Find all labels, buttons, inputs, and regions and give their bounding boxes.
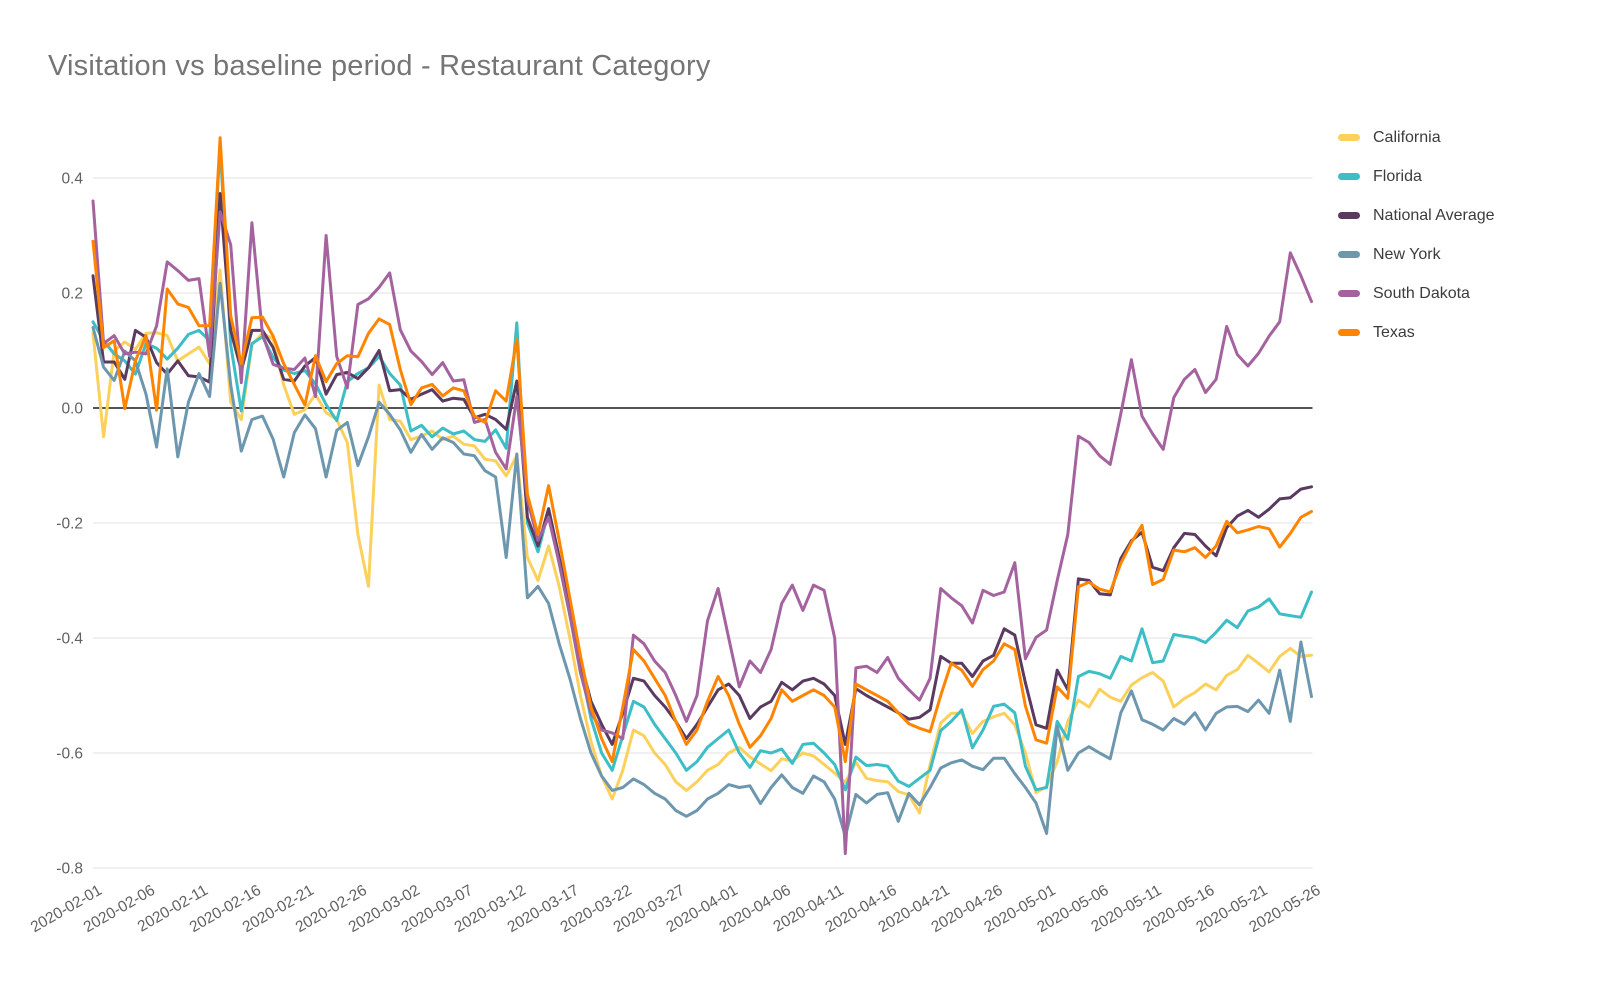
texas-swatch-icon: [1338, 329, 1360, 336]
legend-item-florida: Florida: [1338, 157, 1495, 196]
y-axis-tick-label: -0.8: [56, 861, 83, 878]
y-axis-tick-label: -0.4: [56, 631, 83, 648]
florida-swatch-icon: [1338, 173, 1360, 180]
south-dakota-swatch-icon: [1338, 290, 1360, 297]
chart-title: Visitation vs baseline period - Restaura…: [48, 50, 711, 82]
y-axis-tick-label: -0.6: [56, 746, 83, 763]
y-axis-tick-label: -0.2: [56, 516, 83, 533]
y-axis-tick-label: 0.2: [61, 286, 83, 303]
legend-label: Florida: [1373, 167, 1422, 185]
national-average-swatch-icon: [1338, 212, 1360, 219]
legend-label: South Dakota: [1373, 284, 1470, 302]
california-swatch-icon: [1338, 134, 1360, 141]
y-axis-tick-label: 0.0: [61, 401, 83, 418]
series-line-california: [91, 268, 1313, 815]
legend: California Florida National Average New …: [1338, 118, 1495, 352]
legend-label: New York: [1373, 245, 1441, 263]
series-line-new-york: [91, 281, 1313, 838]
series-line-florida: [91, 142, 1313, 792]
legend-label: National Average: [1373, 206, 1495, 224]
legend-item-new-york: New York: [1338, 235, 1495, 274]
y-axis-tick-label: 0.4: [61, 171, 83, 188]
series-line-south-dakota: [91, 199, 1313, 856]
legend-item-national-average: National Average: [1338, 196, 1495, 235]
legend-item-south-dakota: South Dakota: [1338, 274, 1495, 313]
legend-label: California: [1373, 128, 1441, 146]
legend-item-texas: Texas: [1338, 313, 1495, 352]
legend-label: Texas: [1373, 323, 1415, 341]
new-york-swatch-icon: [1338, 251, 1360, 258]
legend-item-california: California: [1338, 118, 1495, 157]
series-line-texas: [91, 136, 1313, 764]
